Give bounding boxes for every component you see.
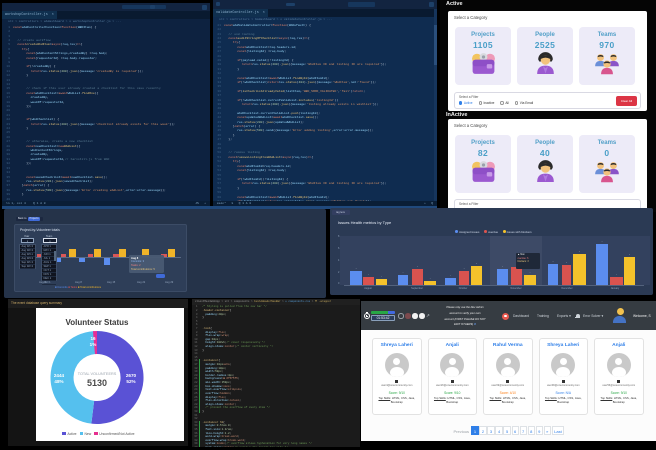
svg-text:2444: 2444 [54,373,65,378]
svg-text:52%: 52% [126,379,135,384]
svg-text:16: 16 [90,336,96,341]
svg-text:5130: 5130 [87,378,107,388]
svg-text:2670: 2670 [126,373,137,378]
svg-text:48%: 48% [54,379,63,384]
svg-text:TOTAL VOLUNTEERS: TOTAL VOLUNTEERS [78,372,117,376]
svg-text:1%: 1% [90,342,97,347]
